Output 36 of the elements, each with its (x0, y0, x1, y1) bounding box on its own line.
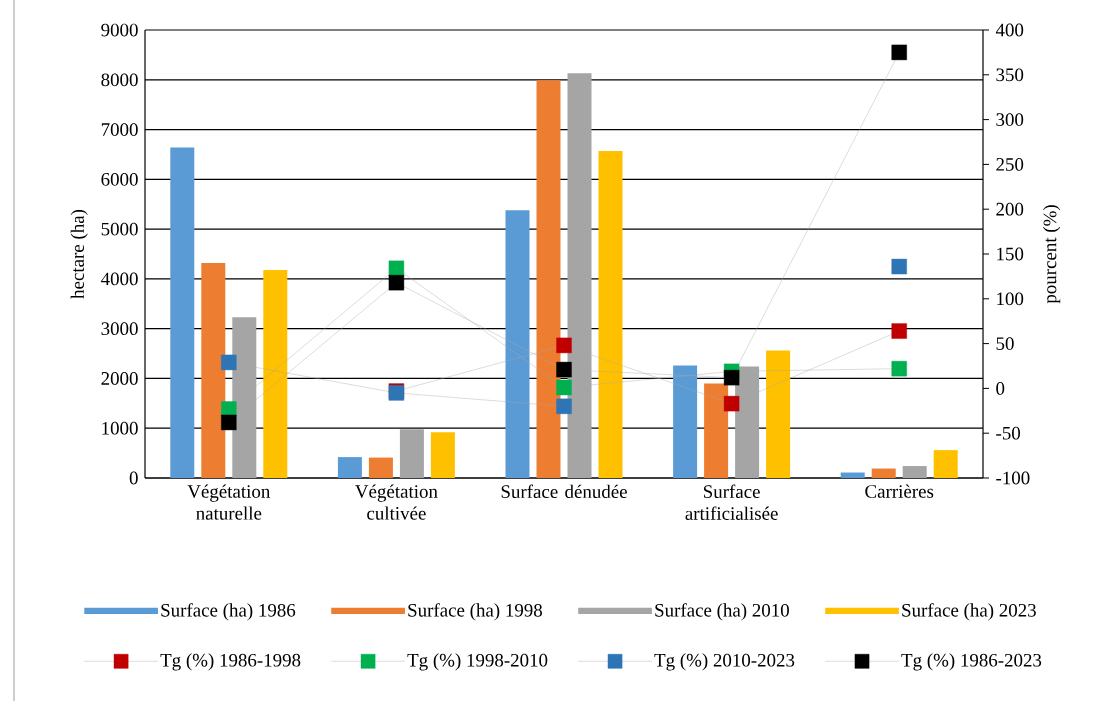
y2-tick-label: 300 (996, 113, 1024, 126)
legend-label: Surface (ha) 1986 (161, 603, 296, 621)
y2-tick-label: 400 (995, 23, 1024, 37)
y-tick-label: 5000 (101, 222, 138, 236)
x-tick-label: Végétation cultivée (355, 484, 438, 520)
y-tick-label: 8000 (101, 73, 138, 87)
legend-label: Tg (%) 1986-2023 (901, 653, 1042, 671)
y2-tick-label: 150 (997, 247, 1024, 261)
y2-tick-label: 100 (997, 292, 1024, 306)
y-tick-label: 0 (129, 471, 138, 485)
y-tick-label: 4000 (101, 272, 138, 286)
legend-label: Surface (ha) 2010 (655, 603, 789, 621)
y2-tick-label: 200 (996, 202, 1024, 216)
y2-tick-label: -50 (996, 426, 1021, 440)
legend-label: Surface (ha) 2023 (902, 603, 1036, 621)
y2-tick-label: -100 (996, 471, 1030, 485)
legend-label: Tg (%) 2010-2023 (654, 653, 795, 671)
legend-label: Tg (%) 1986-1998 (160, 653, 301, 671)
y2-axis-title: pourcent (%) (1043, 205, 1061, 304)
y-tick-label: 3000 (101, 322, 138, 336)
x-tick-label: Surface dénudée (501, 484, 627, 499)
legend-label: Surface (ha) 1998 (408, 603, 542, 621)
y-tick-label: 1000 (102, 421, 138, 435)
y-axis-title: hectare (ha) (70, 209, 88, 299)
y2-tick-label: 0 (996, 382, 1005, 395)
y-tick-label: 9000 (101, 23, 138, 37)
x-tick-label: Végétation naturelle (187, 484, 271, 520)
y-tick-label: 6000 (101, 172, 138, 186)
y2-tick-label: 50 (996, 337, 1014, 350)
y-tick-label: 7000 (101, 123, 138, 136)
x-tick-label: Surface artificialisée (685, 484, 778, 520)
y2-tick-label: 350 (996, 68, 1024, 82)
legend-label: Tg (%) 1998-2010 (407, 653, 548, 671)
y-tick-label: 2000 (101, 372, 138, 385)
y2-tick-label: 250 (996, 158, 1024, 171)
x-tick-label: Carrières (865, 484, 934, 498)
